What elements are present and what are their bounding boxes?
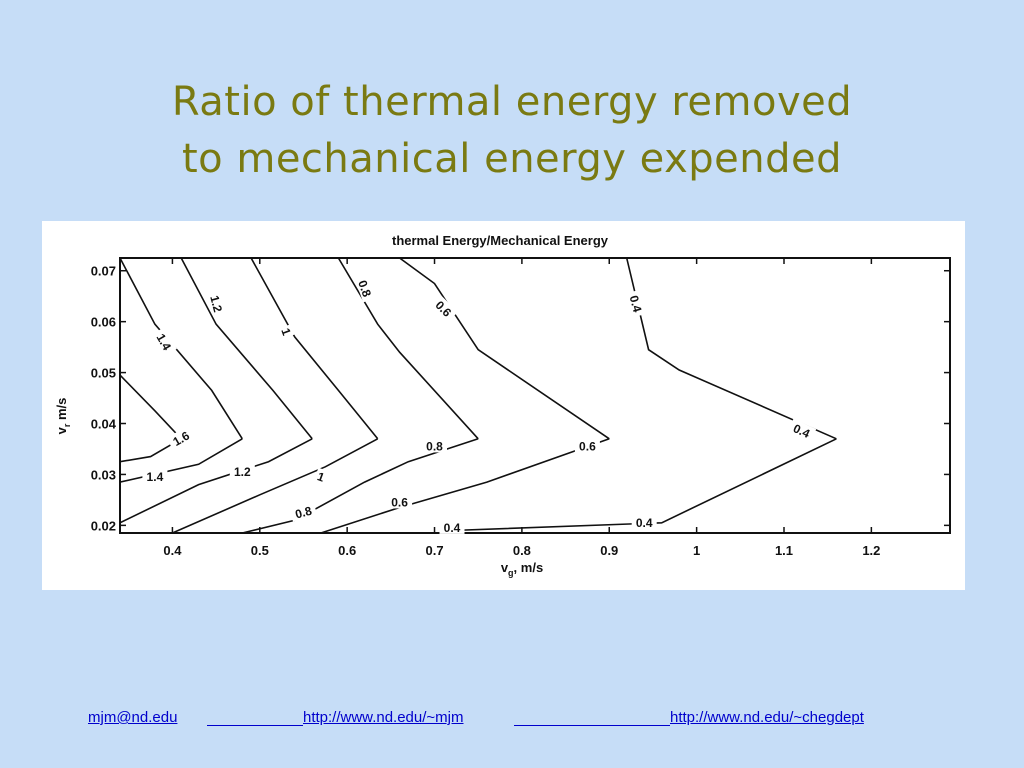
y-tick-label: 0.02 [91,518,116,533]
contour-line-0-8 [337,258,479,440]
contour-label-text: 0.8 [426,439,443,453]
contour-label: 1.2 [229,463,255,479]
contour-label-text: 0.6 [579,439,596,453]
contour-label-backdrop [430,294,458,322]
contour-label: 0.6 [387,494,413,509]
chart-title: thermal Energy/Mechanical Energy [392,233,609,248]
contour-lines [120,258,837,533]
contour-line-1 [172,438,379,533]
contour-label-backdrop [142,469,168,483]
x-tick-label: 0.6 [338,543,356,558]
contour-label: 0.4 [626,289,647,318]
contour-label-text: 1.2 [207,294,225,314]
contour-label-backdrop [422,438,447,453]
x-tick-label: 1.2 [862,543,880,558]
contour-label: 1 [278,323,296,340]
contour-label: 0.8 [422,438,447,453]
contour-label-backdrop [207,289,228,318]
contour-label: 1.4 [142,469,168,484]
contour-label-backdrop [229,463,255,478]
contour-label: 0.8 [289,501,318,522]
link-separator-1 [207,725,303,726]
x-tick-label: 0.9 [600,543,618,558]
contour-label-text: 1.4 [147,470,164,484]
plot-area-frame [119,257,951,534]
contour-line-0-6 [399,258,610,440]
x-tick-label: 1 [693,543,700,558]
contour-label-backdrop [313,467,329,485]
contour-label: 0.6 [430,294,458,322]
contour-label-text: 1 [278,326,294,337]
x-tick-label: 0.8 [513,543,531,558]
x-tick-label: 0.5 [251,543,269,558]
x-axis-label: vg, m/s [501,560,543,578]
contour-label-text: 0.6 [391,495,408,509]
contour-label-backdrop [631,514,657,529]
contour-label: 0.4 [439,519,465,535]
contour-label: 1.6 [166,425,196,451]
email-link[interactable]: mjm@nd.edu [88,709,178,726]
contour-label-backdrop [387,494,413,509]
contour-label: 1.2 [207,289,228,318]
contour-label-backdrop [787,418,817,442]
x-tick-label: 1.1 [775,543,793,558]
contour-line-0-4 [451,438,837,532]
contour-label-backdrop [152,327,177,356]
footer: mjm@nd.edu http://www.nd.edu/~mjm http:/… [0,709,1024,729]
contour-line-0-8 [242,438,479,533]
contour-label-backdrop [354,274,377,303]
y-tick-label: 0.05 [91,366,116,381]
contour-line-1-2 [180,258,313,440]
contour-line-0-4 [625,258,837,440]
contour-label-backdrop [574,438,600,453]
contour-chart: thermal Energy/Mechanical Energy 0.4 0.5 0… [54,233,951,578]
contour-label-backdrop [626,289,647,318]
y-axis: 0.02 0.03 0.04 0.05 0.06 0.07 [91,264,950,533]
y-tick-label: 0.07 [91,264,116,279]
contour-line-1-6 [120,374,182,440]
contour-line-0-6 [320,438,610,533]
contour-label-text: 0.4 [791,421,812,441]
contour-label-text: 1.2 [234,465,251,479]
contour-label: 1.4 [152,327,177,356]
contour-label-backdrop [289,501,318,522]
link-separator-2 [514,725,670,726]
x-tick-label: 0.7 [425,543,443,558]
contour-label-text: 0.4 [636,516,653,530]
x-axis: 0.4 0.5 0.6 0.7 0.8 0.9 1 1.1 1.2 [163,258,880,558]
contour-label-text: 0.4 [444,521,461,535]
slide-title-line-2: to mechanical energy expended [181,136,842,182]
contour-line-1-4 [120,258,243,440]
contour-label-backdrop [439,519,465,534]
x-tick-label: 0.4 [163,543,182,558]
contour-label: 0.8 [354,274,377,303]
contour-label-text: 0.4 [627,294,645,314]
contour-labels: 1.6 1.4 1.4 1.2 1.2 1 1 0.8 0.8 0.8 0.6 0.6 0.6 0.4 0.… [142,274,817,535]
contour-label: 0.4 [787,418,817,442]
slide-title-line-1: Ratio of thermal energy removed [171,79,853,125]
contour-figure: thermal Energy/Mechanical Energy 0.4 0.5 0… [42,221,965,590]
y-axis-label: vr m/s [54,398,72,435]
y-tick-label: 0.04 [91,417,117,432]
slide-title: Ratio of thermal energy removed to mecha… [0,74,1024,188]
contour-label-text: 1 [315,469,326,485]
contour-label: 0.4 [631,514,657,530]
contour-label-backdrop [278,323,296,340]
homepage-link[interactable]: http://www.nd.edu/~mjm [303,709,464,726]
contour-line-1 [250,258,379,440]
contour-label-text: 0.8 [294,504,314,522]
contour-label-text: 0.8 [355,278,374,299]
contour-label: 0.6 [574,438,600,453]
y-tick-label: 0.06 [91,315,116,330]
contour-label-backdrop [166,425,196,451]
department-link[interactable]: http://www.nd.edu/~chegdept [670,709,864,726]
contour-label: 1 [313,467,329,485]
y-tick-label: 0.03 [91,467,116,482]
